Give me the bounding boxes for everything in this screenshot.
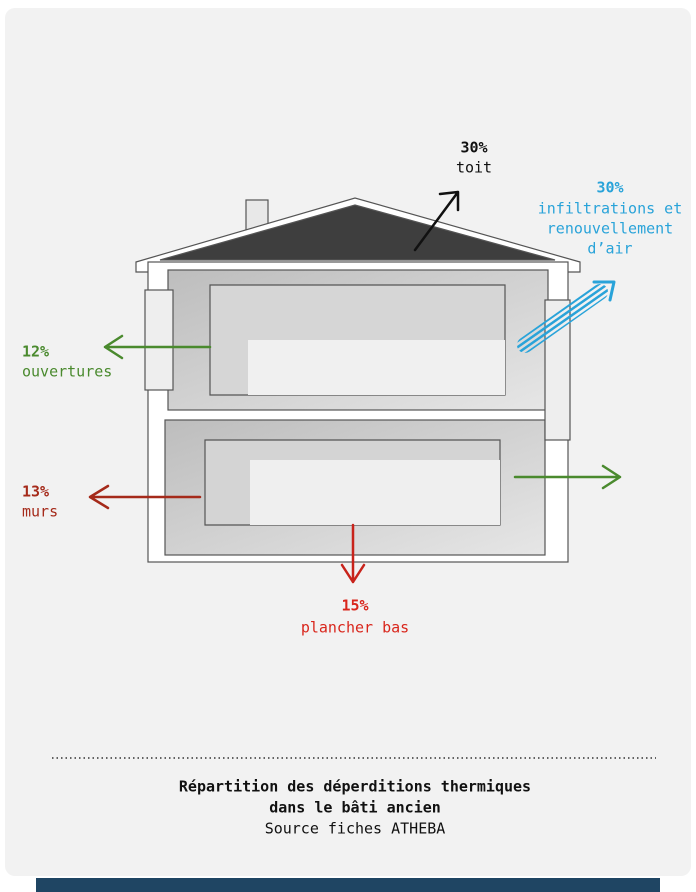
arrows	[88, 190, 622, 584]
footer-bar	[36, 878, 660, 892]
openings-label: ouvertures	[22, 363, 112, 381]
walls-label: murs	[22, 503, 58, 521]
openings-percent: 12%	[22, 343, 49, 361]
air-label: infiltrations et	[538, 200, 683, 218]
roof-percent: 30%	[460, 139, 487, 157]
air-label: renouvellement	[547, 220, 673, 238]
caption-title: dans le bâti ancien	[269, 799, 441, 817]
house	[135, 197, 581, 563]
floor-label: plancher bas	[301, 619, 409, 637]
caption-title: Répartition des déperditions thermiques	[179, 778, 531, 796]
air-label: d’air	[587, 240, 632, 258]
walls-percent: 13%	[22, 483, 49, 501]
floor-percent: 15%	[341, 597, 368, 615]
roof-label: toit	[456, 159, 492, 177]
air-percent: 30%	[596, 179, 623, 197]
caption-source: Source fiches ATHEBA	[265, 820, 446, 838]
